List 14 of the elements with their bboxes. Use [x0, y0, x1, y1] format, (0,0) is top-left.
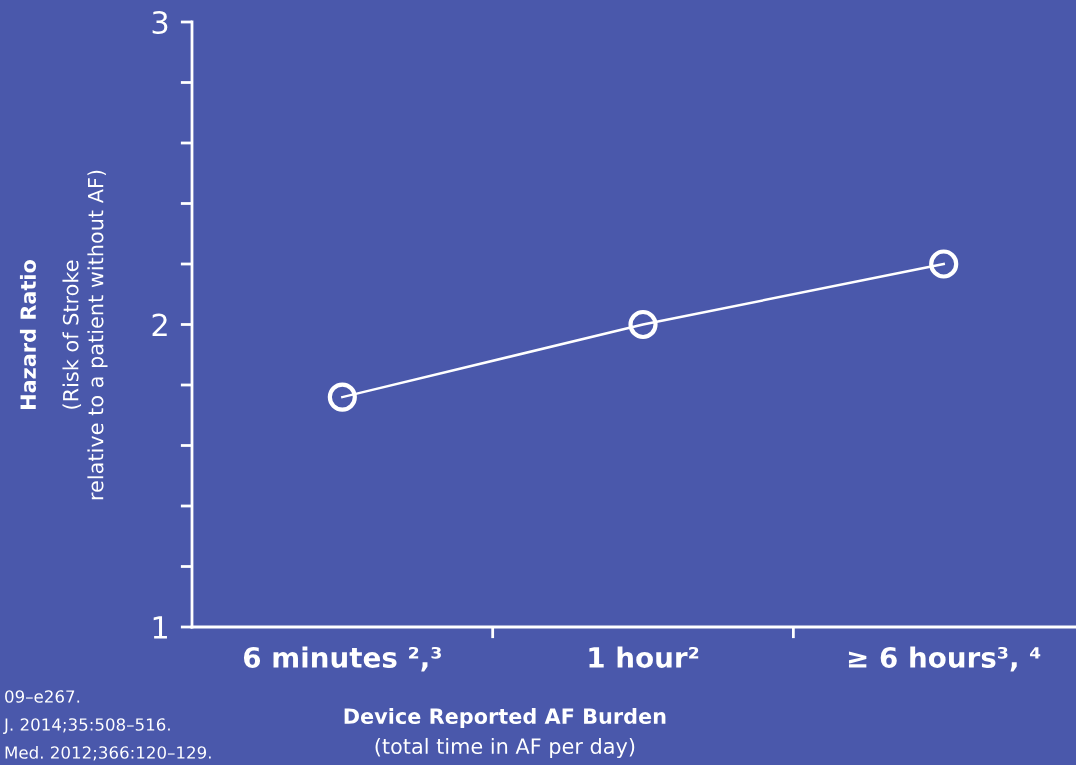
x-axis-title: Device Reported AF Burden (total time in AF per day)	[344, 707, 666, 759]
x-tick-label: 6 minutes ²,³	[243, 646, 441, 672]
y-tick-label: 1	[153, 616, 167, 639]
point	[327, 382, 357, 412]
text: J. 2014;35:508–516.	[3, 718, 170, 734]
text: Hazard Ratio (Risk of Stroke relative to a patient without AF)	[19, 170, 108, 500]
text: Med. 2012;366:120–129.	[5, 745, 211, 761]
x-tick-label: 1 hour²	[589, 646, 699, 668]
text: 09–e267.	[5, 690, 80, 703]
x-tick-label: ≥ 6 hours³, ⁴	[848, 646, 1041, 672]
y-tick-label: 2	[152, 313, 167, 337]
y-tick-label: 3	[152, 10, 168, 35]
point	[929, 249, 959, 279]
point	[628, 309, 658, 340]
